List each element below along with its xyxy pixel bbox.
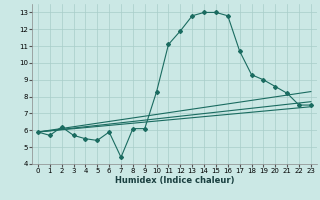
X-axis label: Humidex (Indice chaleur): Humidex (Indice chaleur): [115, 176, 234, 185]
